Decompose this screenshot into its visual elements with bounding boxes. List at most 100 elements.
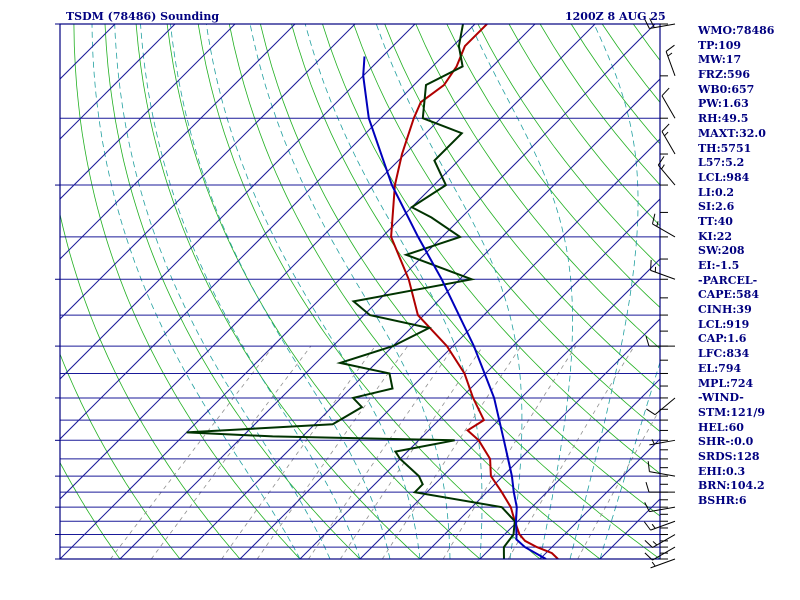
sounding-index: -WIND- [698, 391, 744, 405]
wind-barb [644, 546, 676, 561]
dry-adiabats [60, 24, 660, 559]
wind-barb [645, 482, 675, 493]
wind-barb [650, 558, 676, 569]
wind-barb-feather [646, 408, 656, 416]
isotherm-line [419, 318, 660, 559]
isotherm-line [60, 24, 356, 320]
wind-barb-staff [652, 546, 676, 561]
wind-barb-feather [644, 502, 650, 512]
sounding-index: BSHR:6 [698, 494, 747, 507]
dry-adiabat-line [104, 24, 361, 559]
dewpoint-trace [186, 24, 516, 559]
wind-barb-half-feather [651, 561, 656, 567]
isotherm-line [60, 24, 176, 140]
isotherm-line [60, 24, 596, 559]
sounding-index: MPL:724 [698, 376, 754, 390]
sounding-index: CAPE:584 [698, 288, 759, 302]
wind-barb-feather [644, 539, 653, 548]
sounding-index: LI:0.2 [698, 185, 735, 199]
wind-barb [665, 44, 676, 77]
wind-barb-staff [649, 23, 676, 30]
wind-barb-feather [644, 18, 650, 29]
isotherm-line [60, 24, 536, 500]
sounding-time: 1200Z 8 AUG 25 [565, 10, 666, 23]
wind-barb [644, 18, 676, 30]
wind-barb-half-feather [651, 523, 656, 529]
isotherm-line [359, 258, 660, 559]
wind-barb-half-feather [664, 131, 669, 137]
parcel-trace [362, 56, 547, 559]
wind-barb-staff [654, 397, 676, 416]
wind-barb-feather [661, 123, 670, 132]
wind-barb-feather [647, 461, 650, 472]
sounding-index: EL:794 [698, 361, 742, 375]
wind-barb [647, 461, 676, 477]
sounding-index: HEL:60 [698, 420, 744, 434]
wind-barb-feather [644, 552, 653, 561]
isotherm-line [479, 378, 660, 559]
isotherm-line [60, 24, 476, 440]
sounding-index: SW:208 [698, 244, 745, 258]
temperature-trace [390, 24, 559, 559]
sounding-index: KI:22 [698, 229, 733, 243]
sounding-index: MAXT:32.0 [698, 126, 766, 140]
wind-barb-staff [652, 223, 676, 238]
wind-barb-staff [661, 131, 676, 155]
wind-barb-half-feather [651, 439, 655, 445]
wind-barb-feather [645, 335, 650, 347]
wind-barb [657, 156, 676, 186]
sounding-index: LFC:834 [698, 347, 750, 361]
wind-barb-feather [643, 521, 651, 531]
wind-barb-feather [661, 87, 670, 97]
wind-barb [661, 87, 676, 119]
isotherm-line [60, 24, 236, 200]
dry-adiabat-line [291, 24, 660, 517]
sounding-traces [186, 24, 559, 559]
wind-barb-half-feather [656, 221, 659, 227]
wind-barb [646, 397, 676, 416]
sounding-index: EI:-1.5 [698, 259, 740, 272]
wind-barb [643, 520, 676, 531]
sounding-index: TT:40 [698, 214, 733, 228]
sounding-index: SRDS:128 [698, 449, 760, 463]
mixing-ratio-line [221, 345, 376, 559]
wind-barb-staff [650, 558, 676, 569]
dry-adiabat-line [228, 24, 601, 559]
dry-adiabat-line [197, 24, 541, 559]
isotherm-line [60, 24, 296, 260]
wind-barb-staff [649, 439, 676, 446]
sounding-indices-panel: WMO:78486 TP:109 MW:17 FRZ:596 WB0:657 PW:1.6… [698, 24, 798, 509]
sounding-index: PW:1.63 [698, 97, 749, 111]
wind-barb-staff [649, 471, 676, 477]
sounding-index: CAP:1.6 [698, 332, 747, 346]
wind-barb-feather [645, 482, 650, 493]
sounding-index: SI:2.6 [698, 200, 735, 214]
wind-barb-half-feather [652, 541, 658, 546]
sounding-index: CINH:39 [698, 303, 752, 317]
plot-border [59, 23, 661, 560]
wind-barb-staff [661, 95, 676, 119]
wind-barb [644, 502, 676, 513]
sounding-index: MW:17 [698, 53, 742, 67]
sounding-index: SHR-:0.0 [698, 435, 754, 449]
sounding-index: FRZ:596 [698, 68, 751, 82]
wind-barb-feather [657, 156, 665, 166]
wind-barb-feather [665, 44, 675, 52]
mixing-ratio-line [110, 345, 274, 559]
mixing-ratio-line [339, 345, 484, 559]
wind-barb-half-feather [661, 164, 665, 170]
isotherm-line [119, 24, 656, 559]
mixing-ratio-line [442, 345, 577, 559]
wind-barb [651, 213, 676, 238]
isotherms [60, 24, 660, 559]
wind-barb-feather [649, 18, 655, 28]
wind-barb [661, 123, 676, 155]
sounding-index: EHI:0.3 [698, 464, 746, 478]
isotherm-line [60, 24, 116, 80]
wind-barbs [643, 18, 676, 569]
sounding-index: WB0:657 [698, 82, 755, 96]
wind-barb-half-feather [667, 52, 673, 57]
wind-barb-staff [649, 506, 676, 513]
wind-barb-feather [650, 259, 652, 271]
